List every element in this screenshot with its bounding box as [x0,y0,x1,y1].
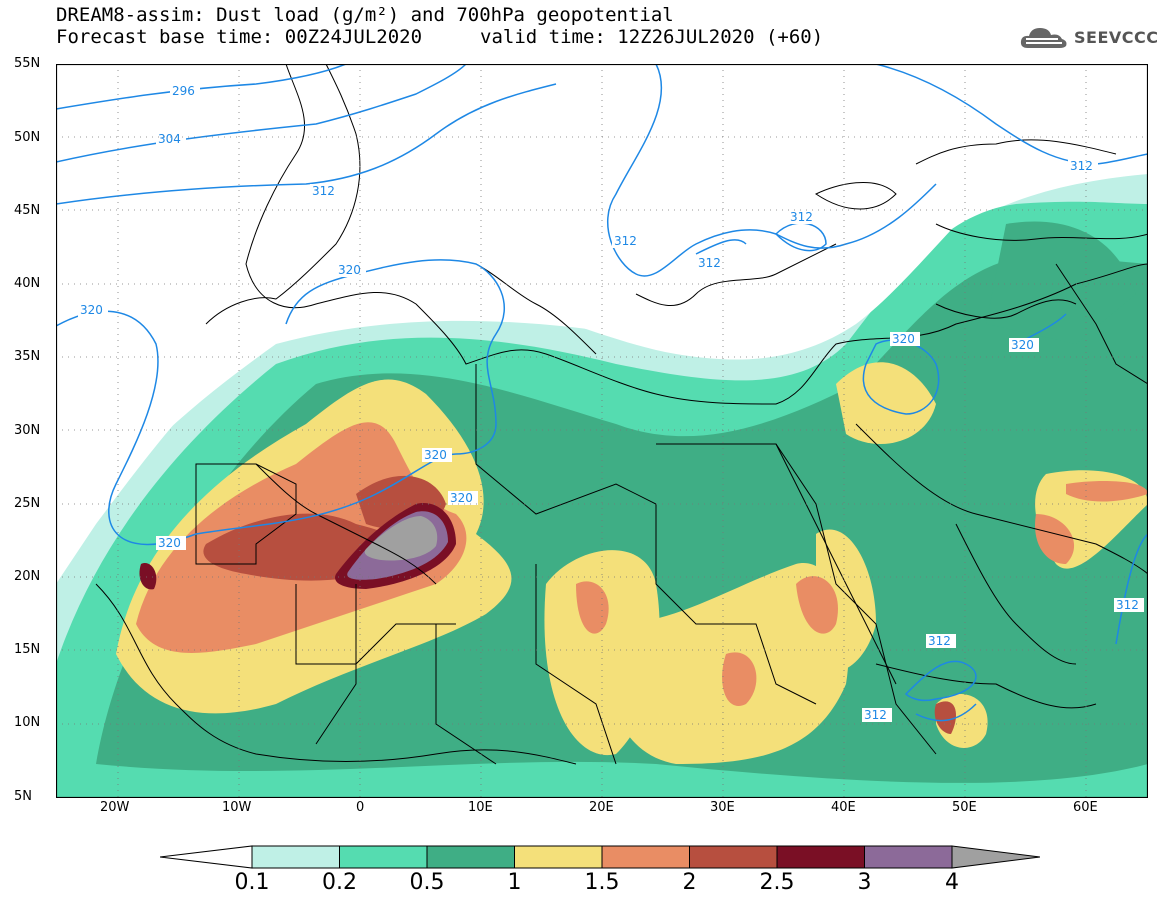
lat-label: 5N [14,789,32,804]
contour-label: 312 [1116,598,1139,612]
contour-label: 312 [614,234,637,248]
lon-label: 0 [356,800,365,815]
colorbar-high-arrow [951,845,1040,869]
colorbar-swatch [864,845,953,869]
contour-labels: 296 304 312 320 320 320 320 320 320 312 … [78,84,1144,722]
contour-label: 320 [1011,338,1034,352]
contour-label: 320 [338,263,361,277]
lon-label: 20E [589,800,614,815]
contour-label: 312 [698,256,721,270]
lon-label: 30E [710,800,735,815]
map-title: DREAM8-assim: Dust load (g/m²) and 700hP… [56,4,674,26]
contour-label: 320 [450,491,473,505]
lat-label: 35N [14,349,41,364]
colorbar-swatch [426,845,515,869]
colorbar-swatch [251,845,340,869]
base-time: Forecast base time: 00Z24JUL2020 [56,26,423,48]
colorbar-tick-label: 2.5 [759,870,795,895]
colorbar-swatch [514,845,603,869]
dust-map: 296 304 312 320 320 320 320 320 320 312 … [56,64,1148,798]
cloud-icon [1020,28,1067,48]
colorbar-swatch [776,845,865,869]
contour-label: 312 [790,210,813,224]
colorbar-swatch [601,845,690,869]
contour-label: 312 [312,184,335,198]
colorbar-tick-label: 3 [857,870,872,895]
colorbar-swatch [689,845,778,869]
lon-label: 10E [468,800,493,815]
colorbar-low-arrow [160,845,253,869]
lon-label: 40E [831,800,856,815]
lat-label: 40N [14,276,41,291]
lat-label: 20N [14,569,41,584]
contour-label: 312 [1070,159,1093,173]
logo-text: SEEVCCC [1074,27,1159,47]
contour-label: 312 [864,708,887,722]
coastlines [95,64,1148,765]
contour-label: 296 [172,84,195,98]
colorbar-tick-label: 2 [682,870,697,895]
colorbar [160,845,1040,869]
seevccc-logo: SEEVCCC [1018,24,1159,50]
graticule [56,64,1148,798]
lon-label: 10W [222,800,252,815]
lat-label: 55N [14,56,41,71]
colorbar-swatch [339,845,428,869]
lat-label: 45N [14,203,41,218]
lon-label: 60E [1073,800,1098,815]
lat-label: 10N [14,715,41,730]
colorbar-tick-label: 0.5 [409,870,445,895]
contour-label: 320 [158,536,181,550]
lon-label: 20W [100,800,130,815]
contour-label: 320 [80,303,103,317]
contour-label: 304 [158,132,181,146]
lat-label: 30N [14,423,41,438]
contour-label: 312 [928,634,951,648]
contour-label: 320 [424,448,447,462]
lon-label: 50E [952,800,977,815]
colorbar-tick-label: 1 [507,870,522,895]
lat-label: 25N [14,496,41,511]
colorbar-tick-label: 4 [945,870,959,895]
lat-label: 50N [14,130,41,145]
valid-time: valid time: 12Z26JUL2020 (+60) [480,26,824,48]
contour-label: 320 [892,332,915,346]
colorbar-tick-label: 0.1 [234,870,270,895]
colorbar-tick-label: 0.2 [322,870,357,895]
colorbar-tick-label: 1.5 [584,870,620,895]
lat-label: 15N [14,642,41,657]
map-frame [56,64,1148,798]
